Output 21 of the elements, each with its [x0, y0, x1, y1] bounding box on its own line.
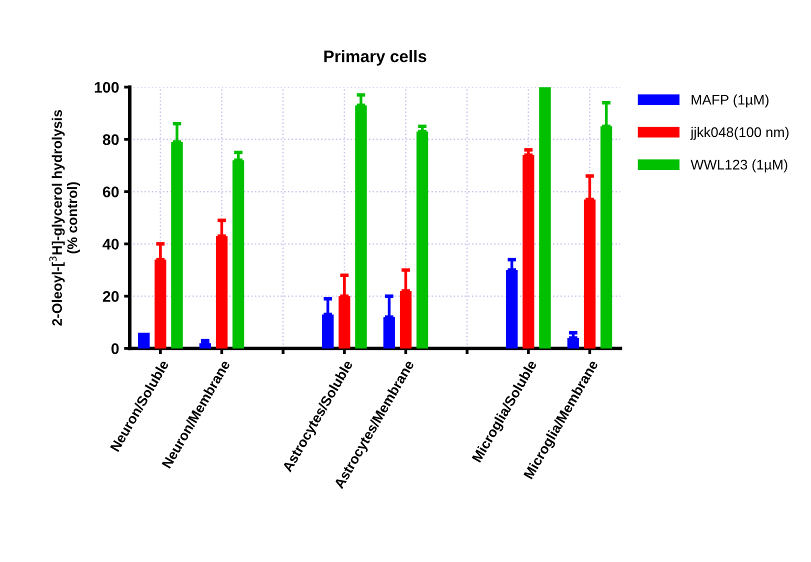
- y-axis-title: 2-Oleoyl-[$^{3}$H]-glycerol hydrolysis (% control): [49, 110, 80, 326]
- y-tick-label: 20: [102, 291, 119, 302]
- y-tick-label: 60: [102, 186, 119, 198]
- bar: [355, 105, 367, 348]
- bar: [232, 160, 244, 348]
- y-tick-label: 80: [102, 134, 119, 146]
- bar: [584, 199, 596, 348]
- legend-label: WWL123 (1µM): [690, 159, 788, 172]
- bar: [539, 87, 551, 348]
- legend-label: MAFP (1µM): [692, 94, 768, 108]
- bar: [416, 132, 428, 348]
- y-tick-label: 100: [94, 82, 119, 93]
- y-tick-label: 0: [111, 343, 119, 354]
- y-tick-label: 40: [102, 238, 119, 250]
- bar: [322, 314, 334, 348]
- chart-title: Primary cells: [324, 50, 426, 66]
- bar: [400, 290, 412, 348]
- bar: [522, 155, 534, 348]
- bar: [600, 126, 612, 348]
- legend-label: jjkk048(100 nm): [690, 126, 789, 140]
- bar: [138, 332, 150, 348]
